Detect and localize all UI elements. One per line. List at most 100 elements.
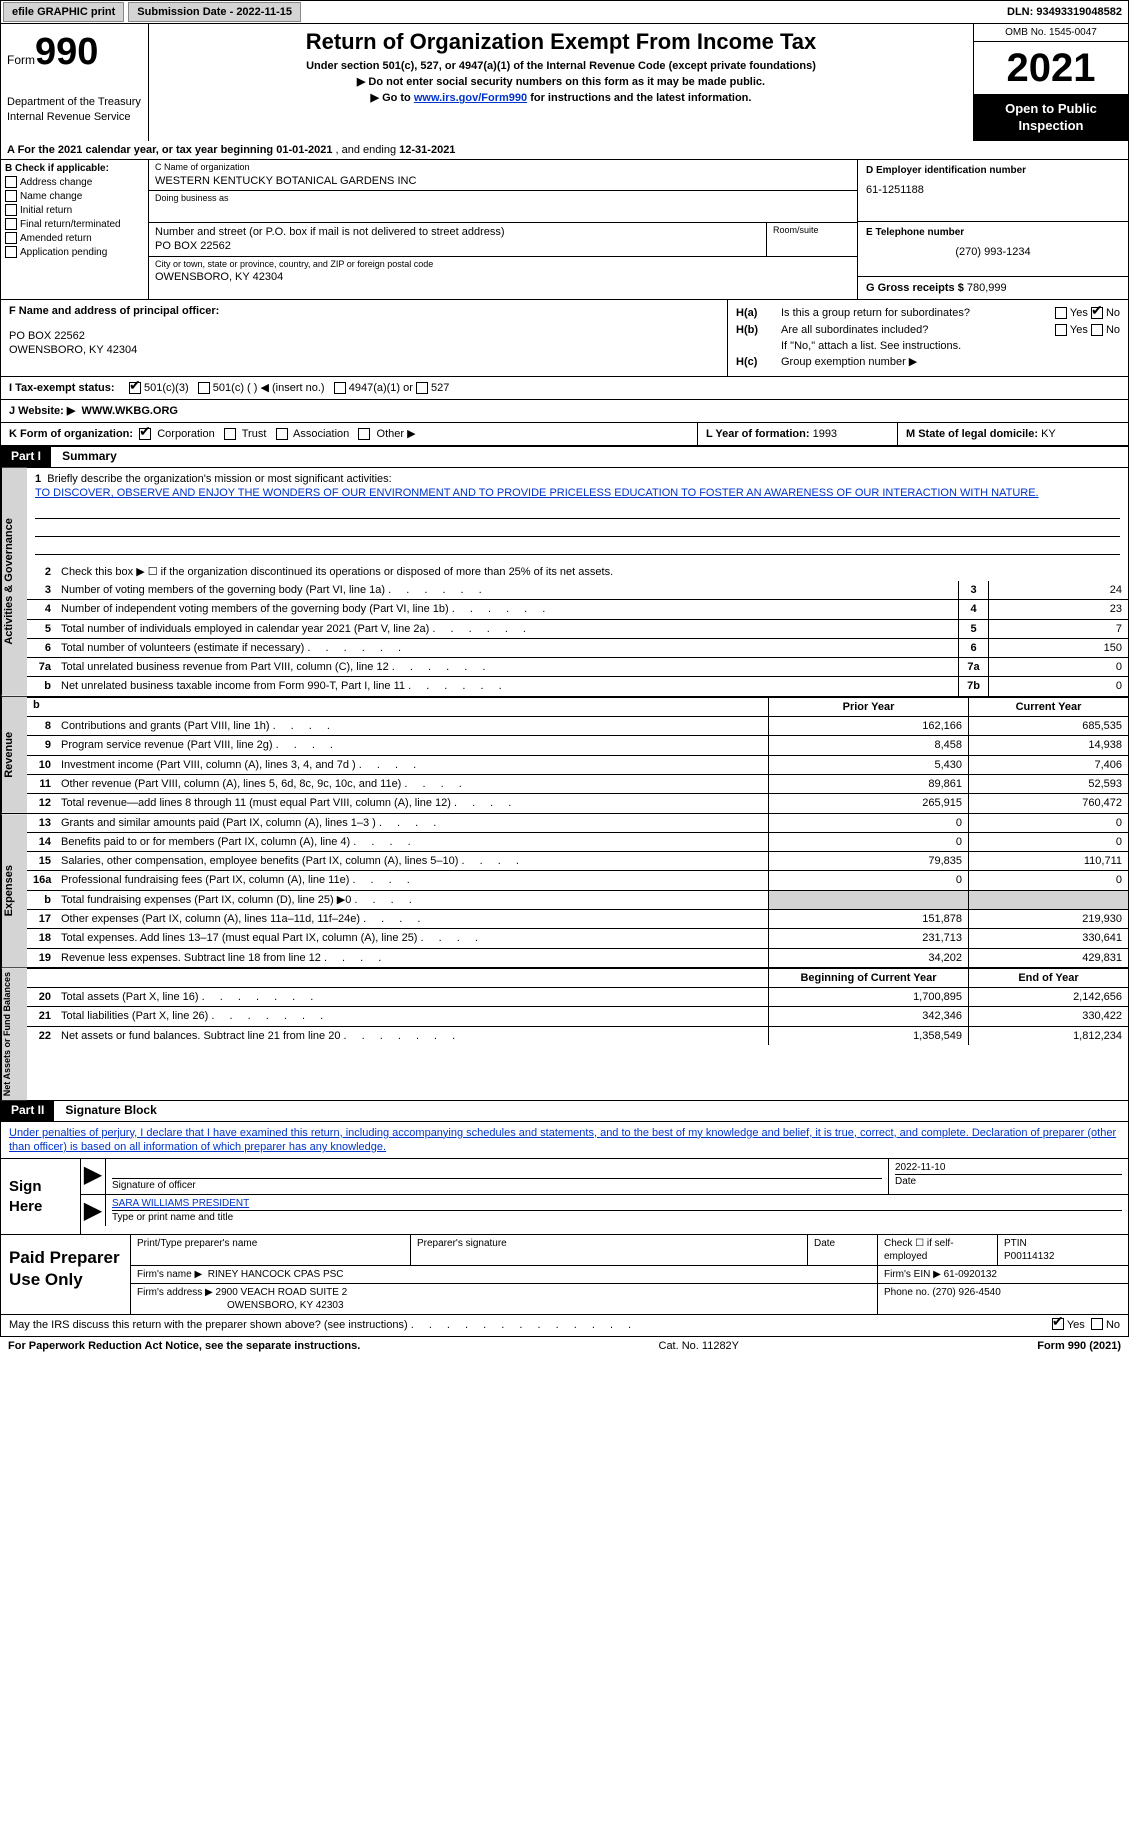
efile-print-button[interactable]: efile GRAPHIC print bbox=[3, 2, 124, 22]
name-title-label: Type or print name and title bbox=[112, 1211, 1122, 1224]
vtab-activities-governance: Activities & Governance bbox=[1, 468, 27, 696]
discuss-no-check[interactable] bbox=[1091, 1318, 1103, 1330]
sign-arrow-icon-2: ▶ bbox=[81, 1195, 105, 1226]
omb-number: OMB No. 1545-0047 bbox=[974, 24, 1128, 42]
ha-no-check[interactable] bbox=[1091, 307, 1103, 319]
firm-ein-value: 61-0920132 bbox=[944, 1269, 997, 1280]
firm-ein-label: Firm's EIN ▶ bbox=[884, 1269, 941, 1280]
mission-text: TO DISCOVER, OBSERVE AND ENJOY THE WONDE… bbox=[35, 486, 1120, 500]
ha-text: Is this a group return for subordinates? bbox=[781, 306, 1000, 320]
summary-line-text: Net unrelated business taxable income fr… bbox=[57, 677, 958, 695]
form-title: Return of Organization Exempt From Incom… bbox=[155, 28, 967, 57]
beginning-year-value: 342,346 bbox=[768, 1007, 968, 1025]
current-year-value: 14,938 bbox=[968, 736, 1128, 754]
expense-line-text: Benefits paid to or for members (Part IX… bbox=[57, 833, 768, 851]
pra-notice: For Paperwork Reduction Act Notice, see … bbox=[8, 1339, 360, 1353]
sig-date-value: 2022-11-10 bbox=[895, 1161, 1122, 1175]
prior-year-value: 0 bbox=[768, 833, 968, 851]
check-association[interactable] bbox=[276, 428, 288, 440]
irs-form990-link[interactable]: www.irs.gov/Form990 bbox=[414, 92, 527, 104]
beginning-year-value: 1,358,549 bbox=[768, 1027, 968, 1045]
phone-value: (270) 993-1234 bbox=[866, 245, 1120, 259]
prior-year-value: 162,166 bbox=[768, 717, 968, 735]
check-final-return[interactable] bbox=[5, 218, 17, 230]
col-end-year: End of Year bbox=[968, 969, 1128, 987]
line-box-number: 4 bbox=[958, 600, 988, 618]
vtab-revenue: Revenue bbox=[1, 697, 27, 813]
prior-year-value: 8,458 bbox=[768, 736, 968, 754]
form-of-organization: K Form of organization: Corporation Trus… bbox=[1, 423, 698, 445]
year-formation: L Year of formation: 1993 bbox=[698, 423, 898, 445]
firm-phone-value: (270) 926-4540 bbox=[932, 1287, 1000, 1298]
check-address-change[interactable] bbox=[5, 176, 17, 188]
firm-addr2: OWENSBORO, KY 42303 bbox=[227, 1300, 344, 1311]
check-application-pending[interactable] bbox=[5, 246, 17, 258]
current-year-value: 110,711 bbox=[968, 852, 1128, 870]
room-suite-label: Room/suite bbox=[767, 223, 857, 256]
check-trust[interactable] bbox=[224, 428, 236, 440]
ptin-value: P00114132 bbox=[1004, 1250, 1122, 1263]
officer-label: F Name and address of principal officer: bbox=[9, 305, 219, 317]
revenue-line-text: Program service revenue (Part VIII, line… bbox=[57, 736, 768, 754]
check-501c3[interactable] bbox=[129, 382, 141, 394]
instruction-2: ▶ Go to www.irs.gov/Form990 for instruct… bbox=[155, 91, 967, 105]
check-501c[interactable] bbox=[198, 382, 210, 394]
ein-value: 61-1251188 bbox=[866, 183, 1120, 197]
line-box-number: 7a bbox=[958, 658, 988, 676]
summary-line-text: Number of voting members of the governin… bbox=[57, 581, 958, 599]
tax-exempt-status-row: I Tax-exempt status: 501(c)(3) 501(c) ( … bbox=[0, 377, 1129, 400]
current-year-value: 429,831 bbox=[968, 949, 1128, 967]
form-footer: Form 990 (2021) bbox=[1037, 1339, 1121, 1353]
mission-label: Briefly describe the organization's miss… bbox=[47, 473, 391, 485]
current-year-value: 7,406 bbox=[968, 756, 1128, 774]
end-year-value: 1,812,234 bbox=[968, 1027, 1128, 1045]
expense-line-text: Total expenses. Add lines 13–17 (must eq… bbox=[57, 929, 768, 947]
col-beginning-year: Beginning of Current Year bbox=[768, 969, 968, 987]
line-box-number: 6 bbox=[958, 639, 988, 657]
form-prefix: Form bbox=[7, 53, 35, 67]
part2-title: Signature Block bbox=[57, 1103, 156, 1119]
prior-year-value: 89,861 bbox=[768, 775, 968, 793]
expense-line-text: Total fundraising expenses (Part IX, col… bbox=[57, 891, 768, 909]
line-value: 7 bbox=[988, 620, 1128, 638]
hb-note: If "No," attach a list. See instructions… bbox=[781, 339, 1120, 353]
state-domicile: M State of legal domicile: KY bbox=[898, 423, 1128, 445]
signature-intro: Under penalties of perjury, I declare th… bbox=[0, 1122, 1129, 1159]
instruction-1: ▶ Do not enter social security numbers o… bbox=[155, 75, 967, 89]
hb-label: H(b) bbox=[736, 323, 781, 337]
hb-text: Are all subordinates included? bbox=[781, 323, 1000, 337]
revenue-line-text: Other revenue (Part VIII, column (A), li… bbox=[57, 775, 768, 793]
sig-date-label: Date bbox=[895, 1175, 1122, 1188]
form-subtitle: Under section 501(c), 527, or 4947(a)(1)… bbox=[155, 59, 967, 73]
discuss-yes-check[interactable] bbox=[1052, 1318, 1064, 1330]
city-state-zip: OWENSBORO, KY 42304 bbox=[155, 270, 851, 284]
check-527[interactable] bbox=[416, 382, 428, 394]
hb-yes-check[interactable] bbox=[1055, 324, 1067, 336]
current-year-value: 0 bbox=[968, 833, 1128, 851]
col-prior-year: Prior Year bbox=[768, 698, 968, 716]
check-initial-return[interactable] bbox=[5, 204, 17, 216]
part1-title: Summary bbox=[54, 449, 117, 465]
check-4947a1[interactable] bbox=[334, 382, 346, 394]
street-address: PO BOX 22562 bbox=[155, 239, 760, 253]
line-value: 24 bbox=[988, 581, 1128, 599]
submission-date-label: Submission Date - 2022-11-15 bbox=[128, 2, 301, 22]
check-other[interactable] bbox=[358, 428, 370, 440]
irs-label: Internal Revenue Service bbox=[7, 110, 142, 124]
hb-no-check[interactable] bbox=[1091, 324, 1103, 336]
website-row: J Website: ▶ WWW.WKBG.ORG bbox=[0, 400, 1129, 423]
ha-yes-check[interactable] bbox=[1055, 307, 1067, 319]
shaded-cell bbox=[968, 891, 1128, 909]
revenue-line-text: Total revenue—add lines 8 through 11 (mu… bbox=[57, 794, 768, 812]
netasset-line-text: Net assets or fund balances. Subtract li… bbox=[57, 1027, 768, 1045]
part2-header: Part II bbox=[1, 1101, 54, 1121]
prior-year-value: 265,915 bbox=[768, 794, 968, 812]
check-corporation[interactable] bbox=[139, 428, 151, 440]
line-box-number: 5 bbox=[958, 620, 988, 638]
line-a-tax-year: A For the 2021 calendar year, or tax yea… bbox=[0, 141, 1129, 160]
prior-year-value: 79,835 bbox=[768, 852, 968, 870]
check-name-change[interactable] bbox=[5, 190, 17, 202]
expense-line-text: Professional fundraising fees (Part IX, … bbox=[57, 871, 768, 889]
col-current-year: Current Year bbox=[968, 698, 1128, 716]
check-amended-return[interactable] bbox=[5, 232, 17, 244]
